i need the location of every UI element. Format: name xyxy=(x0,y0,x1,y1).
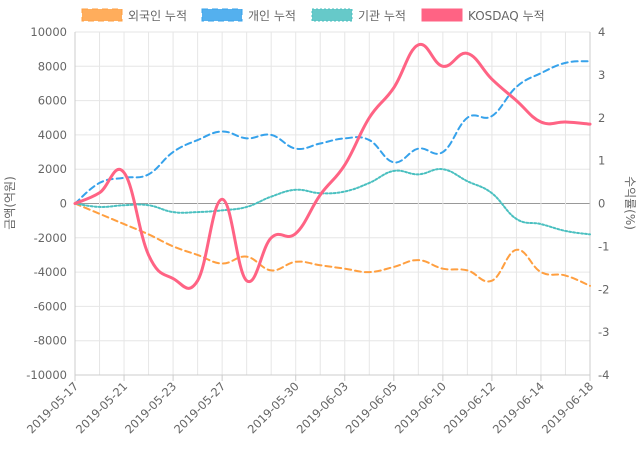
x-tick-label: 2019-06-05 xyxy=(343,379,400,436)
y-right-tick-label: -3 xyxy=(598,325,609,339)
legend-label: 기관 누적 xyxy=(358,9,406,23)
y-axis-right: -4 -3 -2 -1 0 1 2 3 4 xyxy=(598,25,609,382)
x-tick-label: 2019-06-10 xyxy=(392,379,449,436)
x-tick-label: 2019-05-30 xyxy=(245,379,302,436)
x-tick-label: 2019-06-18 xyxy=(539,379,596,436)
x-axis: 2019-05-172019-05-212019-05-232019-05-27… xyxy=(24,375,596,436)
y-left-tick-label: 0 xyxy=(60,197,67,211)
series-line-2 xyxy=(74,168,591,236)
legend-swatch xyxy=(81,8,123,22)
grid xyxy=(74,31,591,376)
series-line-1 xyxy=(74,60,591,205)
y-left-tick-label: 8000 xyxy=(38,59,67,73)
series-line-3 xyxy=(73,42,592,290)
y-left-tick-label: -10000 xyxy=(26,368,67,382)
legend-item-2[interactable]: 기관 누적 xyxy=(311,8,406,23)
legend: 외국인 누적 개인 누적 기관 누적 KOSDAQ 누적 xyxy=(81,8,545,23)
y-right-tick-label: 1 xyxy=(598,154,605,168)
y-left-tick-label: 2000 xyxy=(38,162,67,176)
y-left-tick-label: 6000 xyxy=(38,94,67,108)
x-tick-label: 2019-05-17 xyxy=(24,379,81,436)
y-right-tick-label: -1 xyxy=(598,239,609,253)
x-tick-label: 2019-05-27 xyxy=(171,379,228,436)
y-right-tick-label: 0 xyxy=(598,197,605,211)
y-axis-left: -10000 -8000 -6000 -4000 -2000 0 2000 4000 6000 8… xyxy=(26,25,67,382)
x-tick-label: 2019-06-03 xyxy=(294,379,351,436)
y-left-tick-label: 4000 xyxy=(38,128,67,142)
series-line-0 xyxy=(74,202,591,287)
legend-label: KOSDAQ 누적 xyxy=(468,9,545,23)
y-left-tick-label: -4000 xyxy=(34,265,67,279)
y-right-tick-label: 2 xyxy=(598,111,605,125)
legend-item-3[interactable]: KOSDAQ 누적 xyxy=(421,8,545,23)
y-right-tick-label: 4 xyxy=(598,25,605,39)
legend-item-1[interactable]: 개인 누적 xyxy=(201,8,296,23)
y-right-tick-label: -2 xyxy=(598,282,609,296)
y-left-tick-label: -2000 xyxy=(34,231,67,245)
legend-swatch xyxy=(201,8,243,22)
series-group xyxy=(73,42,592,290)
y-axis-left-title: 금액(억원) xyxy=(3,176,17,230)
y-right-tick-label: 3 xyxy=(598,68,605,82)
x-tick-label: 2019-06-12 xyxy=(441,379,498,436)
y-right-tick-label: -4 xyxy=(598,368,609,382)
y-left-tick-label: -8000 xyxy=(34,334,67,348)
legend-label: 개인 누적 xyxy=(248,9,296,23)
x-tick-label: 2019-05-23 xyxy=(122,379,179,436)
legend-swatch xyxy=(311,8,353,22)
legend-swatch xyxy=(421,8,463,22)
y-axis-right-title: 수익률(%) xyxy=(623,176,637,230)
x-tick-label: 2019-05-21 xyxy=(73,379,130,436)
legend-item-0[interactable]: 외국인 누적 xyxy=(81,8,187,23)
y-left-tick-label: 10000 xyxy=(30,25,67,39)
y-left-tick-label: -6000 xyxy=(34,299,67,313)
x-tick-label: 2019-06-14 xyxy=(490,379,547,436)
legend-label: 외국인 누적 xyxy=(128,9,187,23)
